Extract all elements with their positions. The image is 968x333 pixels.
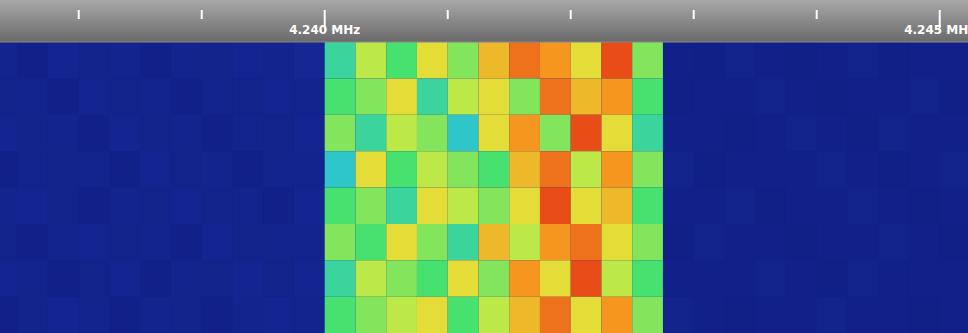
svg-text:4.245 MHz: 4.245 MHz xyxy=(904,23,960,37)
svg-text:4.240 MHz: 4.240 MHz xyxy=(289,23,360,37)
